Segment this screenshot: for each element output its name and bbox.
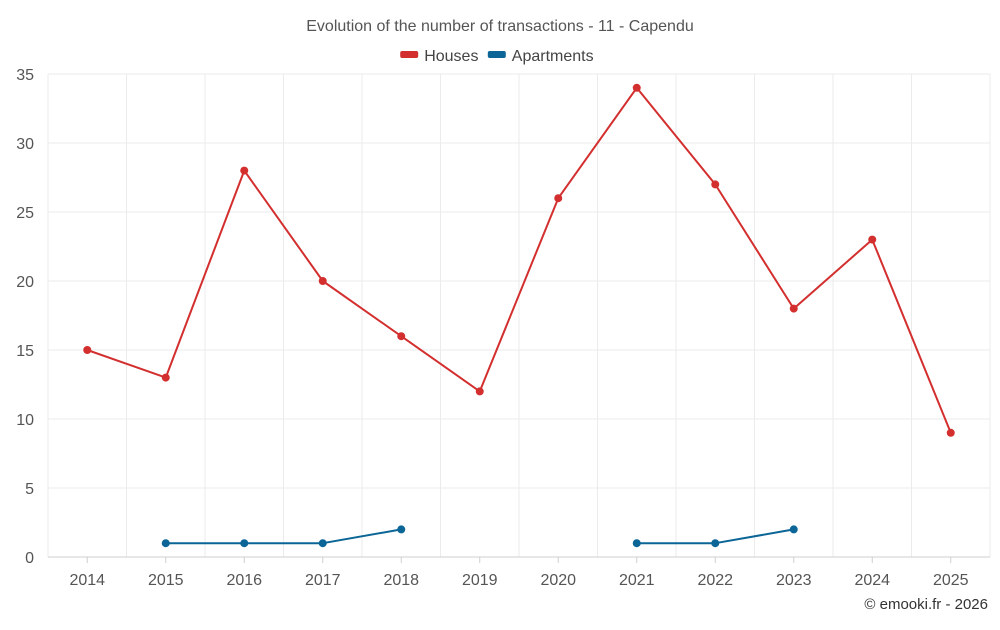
- grid: [47, 73, 991, 557]
- x-tick-label: 2022: [697, 572, 733, 589]
- data-point-houses[interactable]: [475, 387, 484, 396]
- data-point-houses[interactable]: [789, 304, 798, 313]
- x-tick-label: 2016: [226, 572, 262, 589]
- y-tick-label: 0: [25, 550, 34, 567]
- data-point-houses[interactable]: [946, 428, 955, 437]
- y-tick-label: 10: [16, 412, 34, 429]
- y-tick-label: 30: [16, 136, 34, 153]
- series-group: [83, 83, 955, 548]
- data-point-houses[interactable]: [711, 180, 720, 189]
- x-tick-label: 2017: [305, 572, 341, 589]
- data-point-houses[interactable]: [868, 235, 877, 244]
- chart-title: Evolution of the number of transactions …: [306, 18, 693, 35]
- x-tick-label: 2025: [933, 572, 969, 589]
- y-tick-label: 15: [16, 343, 34, 360]
- data-point-houses[interactable]: [240, 166, 249, 175]
- legend: Houses Apartments: [400, 48, 594, 65]
- x-tick-label: 2020: [540, 572, 576, 589]
- data-point-houses[interactable]: [554, 194, 563, 203]
- data-point-houses[interactable]: [318, 277, 327, 285]
- data-point-apartments[interactable]: [789, 525, 798, 534]
- legend-item-houses[interactable]: Houses: [400, 48, 478, 65]
- data-point-apartments[interactable]: [711, 539, 720, 548]
- data-point-houses[interactable]: [83, 346, 92, 354]
- legend-item-apartments[interactable]: Apartments: [487, 48, 594, 65]
- series-line-apartments: [164, 528, 403, 545]
- x-tick-label: 2023: [776, 572, 812, 589]
- y-tick-label: 20: [16, 274, 34, 291]
- data-point-apartments[interactable]: [397, 525, 406, 534]
- series-line-houses: [86, 86, 952, 434]
- legend-swatch-houses: [400, 51, 419, 58]
- legend-label-houses: Houses: [424, 48, 478, 65]
- x-tick-label: 2021: [619, 572, 655, 589]
- legend-label-apartments: Apartments: [512, 48, 594, 65]
- data-point-apartments[interactable]: [632, 539, 641, 548]
- data-point-houses[interactable]: [397, 332, 406, 341]
- y-tick-label: 25: [16, 205, 34, 222]
- legend-swatch-apartments: [487, 51, 506, 58]
- x-tick-label: 2014: [69, 572, 105, 589]
- y-tick-label: 5: [25, 481, 34, 498]
- credit-text: © emooki.fr - 2026: [864, 596, 988, 613]
- y-tick-label: 35: [16, 67, 34, 84]
- data-point-houses[interactable]: [632, 83, 641, 92]
- x-tick-label: 2015: [148, 572, 184, 589]
- data-point-apartments[interactable]: [318, 539, 327, 548]
- data-point-apartments[interactable]: [161, 539, 170, 548]
- x-tick-label: 2018: [383, 572, 419, 589]
- data-point-apartments[interactable]: [240, 539, 249, 548]
- data-point-houses[interactable]: [161, 373, 170, 382]
- x-tick-label: 2019: [462, 572, 498, 589]
- x-tick-label: 2024: [854, 572, 890, 589]
